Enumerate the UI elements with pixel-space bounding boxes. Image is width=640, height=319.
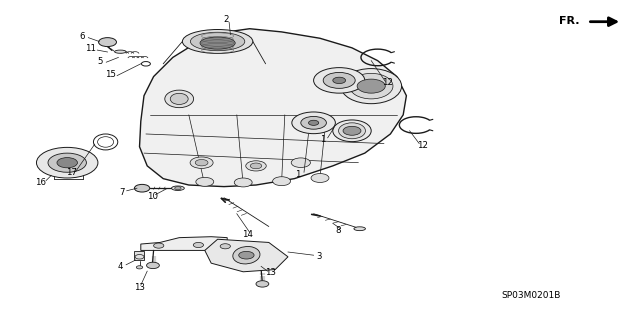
Text: 7: 7: [119, 188, 124, 197]
Text: FR.: FR.: [559, 16, 579, 26]
Circle shape: [134, 184, 150, 192]
Text: 15: 15: [104, 70, 116, 79]
Circle shape: [333, 77, 346, 84]
Text: 5: 5: [97, 57, 102, 66]
Polygon shape: [134, 251, 144, 260]
Text: 2: 2: [224, 15, 229, 24]
Polygon shape: [205, 239, 288, 272]
Circle shape: [308, 120, 319, 125]
Circle shape: [256, 281, 269, 287]
Circle shape: [250, 163, 262, 169]
Text: 14: 14: [241, 230, 253, 239]
Circle shape: [291, 158, 310, 167]
Ellipse shape: [333, 120, 371, 142]
Circle shape: [301, 116, 326, 129]
Text: 10: 10: [147, 192, 158, 201]
Circle shape: [175, 187, 181, 190]
Circle shape: [343, 126, 361, 135]
Text: 16: 16: [35, 178, 46, 187]
Circle shape: [190, 157, 213, 168]
Text: 13: 13: [264, 268, 276, 277]
Circle shape: [136, 266, 143, 269]
Circle shape: [239, 251, 254, 259]
Ellipse shape: [339, 123, 365, 139]
Ellipse shape: [191, 32, 245, 51]
Circle shape: [147, 262, 159, 269]
Text: 3: 3: [316, 252, 321, 261]
Text: 17: 17: [66, 168, 77, 177]
Text: 1: 1: [296, 170, 301, 179]
Polygon shape: [141, 237, 227, 250]
Ellipse shape: [170, 93, 188, 105]
Text: SP03M0201B: SP03M0201B: [502, 291, 561, 300]
Ellipse shape: [200, 37, 236, 49]
Circle shape: [357, 79, 385, 93]
Circle shape: [292, 112, 335, 134]
Circle shape: [246, 161, 266, 171]
Ellipse shape: [349, 73, 393, 99]
Text: 13: 13: [134, 283, 145, 292]
Text: 11: 11: [85, 44, 97, 53]
Text: 6: 6: [79, 32, 84, 41]
Ellipse shape: [233, 247, 260, 264]
Ellipse shape: [172, 186, 184, 190]
Circle shape: [273, 177, 291, 186]
Text: 8: 8: [335, 226, 340, 235]
Ellipse shape: [182, 30, 253, 54]
Circle shape: [196, 177, 214, 186]
Circle shape: [323, 72, 355, 88]
Circle shape: [154, 243, 164, 248]
Circle shape: [193, 242, 204, 248]
Circle shape: [220, 244, 230, 249]
Circle shape: [195, 160, 208, 166]
Text: 12: 12: [417, 141, 428, 150]
Circle shape: [48, 153, 86, 172]
Circle shape: [99, 38, 116, 47]
Ellipse shape: [115, 50, 126, 53]
Text: 1: 1: [320, 135, 325, 144]
Circle shape: [234, 178, 252, 187]
Text: 4: 4: [118, 262, 123, 271]
Ellipse shape: [354, 227, 365, 231]
Circle shape: [311, 174, 329, 182]
Circle shape: [36, 147, 98, 178]
Polygon shape: [140, 29, 406, 187]
Circle shape: [314, 68, 365, 93]
Ellipse shape: [340, 69, 402, 104]
Text: 12: 12: [382, 78, 394, 87]
Ellipse shape: [165, 90, 194, 108]
Circle shape: [57, 158, 77, 168]
